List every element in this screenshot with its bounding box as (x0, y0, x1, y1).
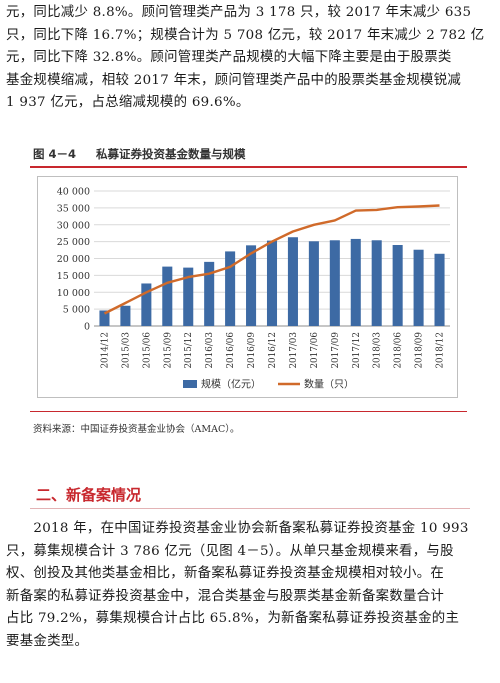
y-tick-label: 40 000 (57, 187, 90, 198)
x-tick-label: 2016/09 (247, 332, 257, 369)
bar-scale (162, 266, 173, 326)
legend-label-scale: 规模（亿元） (201, 378, 261, 391)
section-heading: 二、新备案情况 (36, 486, 142, 504)
x-tick-label: 2018/03 (373, 332, 383, 369)
bar-scale (204, 261, 215, 326)
paragraph-line: 2018 年，在中国证券投资基金业协会新备案私募证券投资基金 10 993 (6, 521, 469, 536)
intro-paragraph: 元，同比减少 8.8%。顾问管理类产品为 3 178 只，较 2017 年末减少… (6, 2, 492, 115)
chart-svg: 0 5 000 10 000 15 000 20 000 25 000 30 000 35 0… (57, 187, 450, 391)
bar-scale (99, 310, 110, 326)
x-tick-label: 2016/06 (226, 332, 236, 369)
x-tick-label: 2017/12 (352, 332, 362, 369)
bar-scale (141, 283, 152, 326)
x-tick-label: 2015/12 (184, 332, 194, 369)
legend-label-count: 数量（只） (304, 378, 354, 391)
bar-scale (183, 267, 194, 326)
paragraph-line: 只，募集规模合计 3 786 亿元（见图 4－5）。从单只基金规模来看，与股 (6, 543, 454, 559)
bar-scale (350, 238, 361, 326)
y-tick-label: 25 000 (57, 237, 90, 248)
bar-scale (266, 240, 278, 326)
paragraph-line: 权、创投及其他类基金相比，新备案私募证券投资基金规模相对较小。在 (6, 566, 445, 581)
paragraph-line: 元，同比减少 8.8%。顾问管理类产品为 3 178 只，较 2017 年末减少… (6, 5, 472, 20)
bar-scale (120, 305, 131, 326)
x-tick-label: 2015/03 (121, 332, 131, 369)
bar-scale (329, 240, 340, 326)
paragraph-line: 1 937 亿元，占总缩减规模的 69.6%。 (6, 95, 250, 110)
paragraph-line: 基金规模缩减，相较 2017 年末，顾问管理类产品中的股票类基金规模锐减 (6, 72, 462, 88)
legend-swatch-scale (183, 380, 197, 388)
y-tick-label: 20 000 (57, 254, 90, 265)
figure-title: 私募证券投资基金数量与规模 (96, 147, 246, 161)
figure-caption: 图 4－4 私募证券投资基金数量与规模 (33, 146, 246, 162)
bar-scale (246, 245, 257, 326)
x-tick-label: 2017/03 (289, 332, 299, 369)
x-tick-label: 2015/09 (163, 332, 173, 369)
source-note: 资料来源：中国证券投资基金业协会（AMAC）。 (33, 424, 240, 435)
bar-scale (413, 249, 424, 326)
bar-scale (434, 253, 445, 326)
bar-scale (392, 245, 403, 326)
y-tick-label: 5 000 (63, 305, 90, 316)
x-tick-label: 2015/06 (142, 332, 152, 369)
paragraph-line: 只，同比下降 16.7%；规模合计为 5 708 亿元，较 2017 年末减少 … (6, 27, 485, 43)
bar-scale (371, 240, 382, 326)
y-tick-label: 35 000 (57, 203, 90, 214)
bar-scale (225, 251, 236, 326)
x-tick-label: 2016/12 (268, 332, 278, 369)
x-tick-label: 2018/12 (436, 332, 446, 369)
x-tick-label: 2014/12 (100, 332, 110, 369)
section-rule (30, 508, 470, 509)
bar-scale (308, 241, 319, 326)
series-line-count (103, 204, 440, 315)
y-tick-label: 10 000 (57, 288, 90, 299)
paragraph-line: 元，同比下降 32.8%。顾问管理类产品规模的大幅下降主要是由于股票类 (6, 50, 452, 65)
x-tick-label: 2016/03 (205, 332, 215, 369)
figure-bottom-rule (30, 411, 467, 412)
y-tick-label: 0 (84, 322, 90, 333)
x-tick-label: 2017/06 (310, 332, 320, 369)
paragraph-line: 新备案的私募证券投资基金中，混合类基金与股票类基金新备案数量合计 (6, 588, 445, 604)
x-tick-label: 2018/09 (415, 332, 425, 369)
y-tick-label: 30 000 (57, 220, 90, 231)
y-tick-label: 15 000 (57, 271, 90, 282)
figure-top-rule (30, 166, 467, 168)
bar-scale (287, 237, 298, 326)
x-tick-label: 2018/06 (394, 332, 404, 369)
x-tick-label: 2017/09 (331, 332, 341, 369)
chart-frame: 0 5 000 10 000 15 000 20 000 25 000 30 000 35 0… (37, 176, 458, 398)
paragraph-line: 占比 79.2%，募集规模合计占比 65.8%，为新备案私募证券投资基金的主 (6, 611, 460, 626)
figure-number: 图 4－4 (33, 147, 77, 161)
paragraph-line: 要基金类型。 (6, 633, 89, 649)
body-paragraph: 2018 年，在中国证券投资基金业协会新备案私募证券投资基金 10 993 只，… (6, 518, 492, 653)
